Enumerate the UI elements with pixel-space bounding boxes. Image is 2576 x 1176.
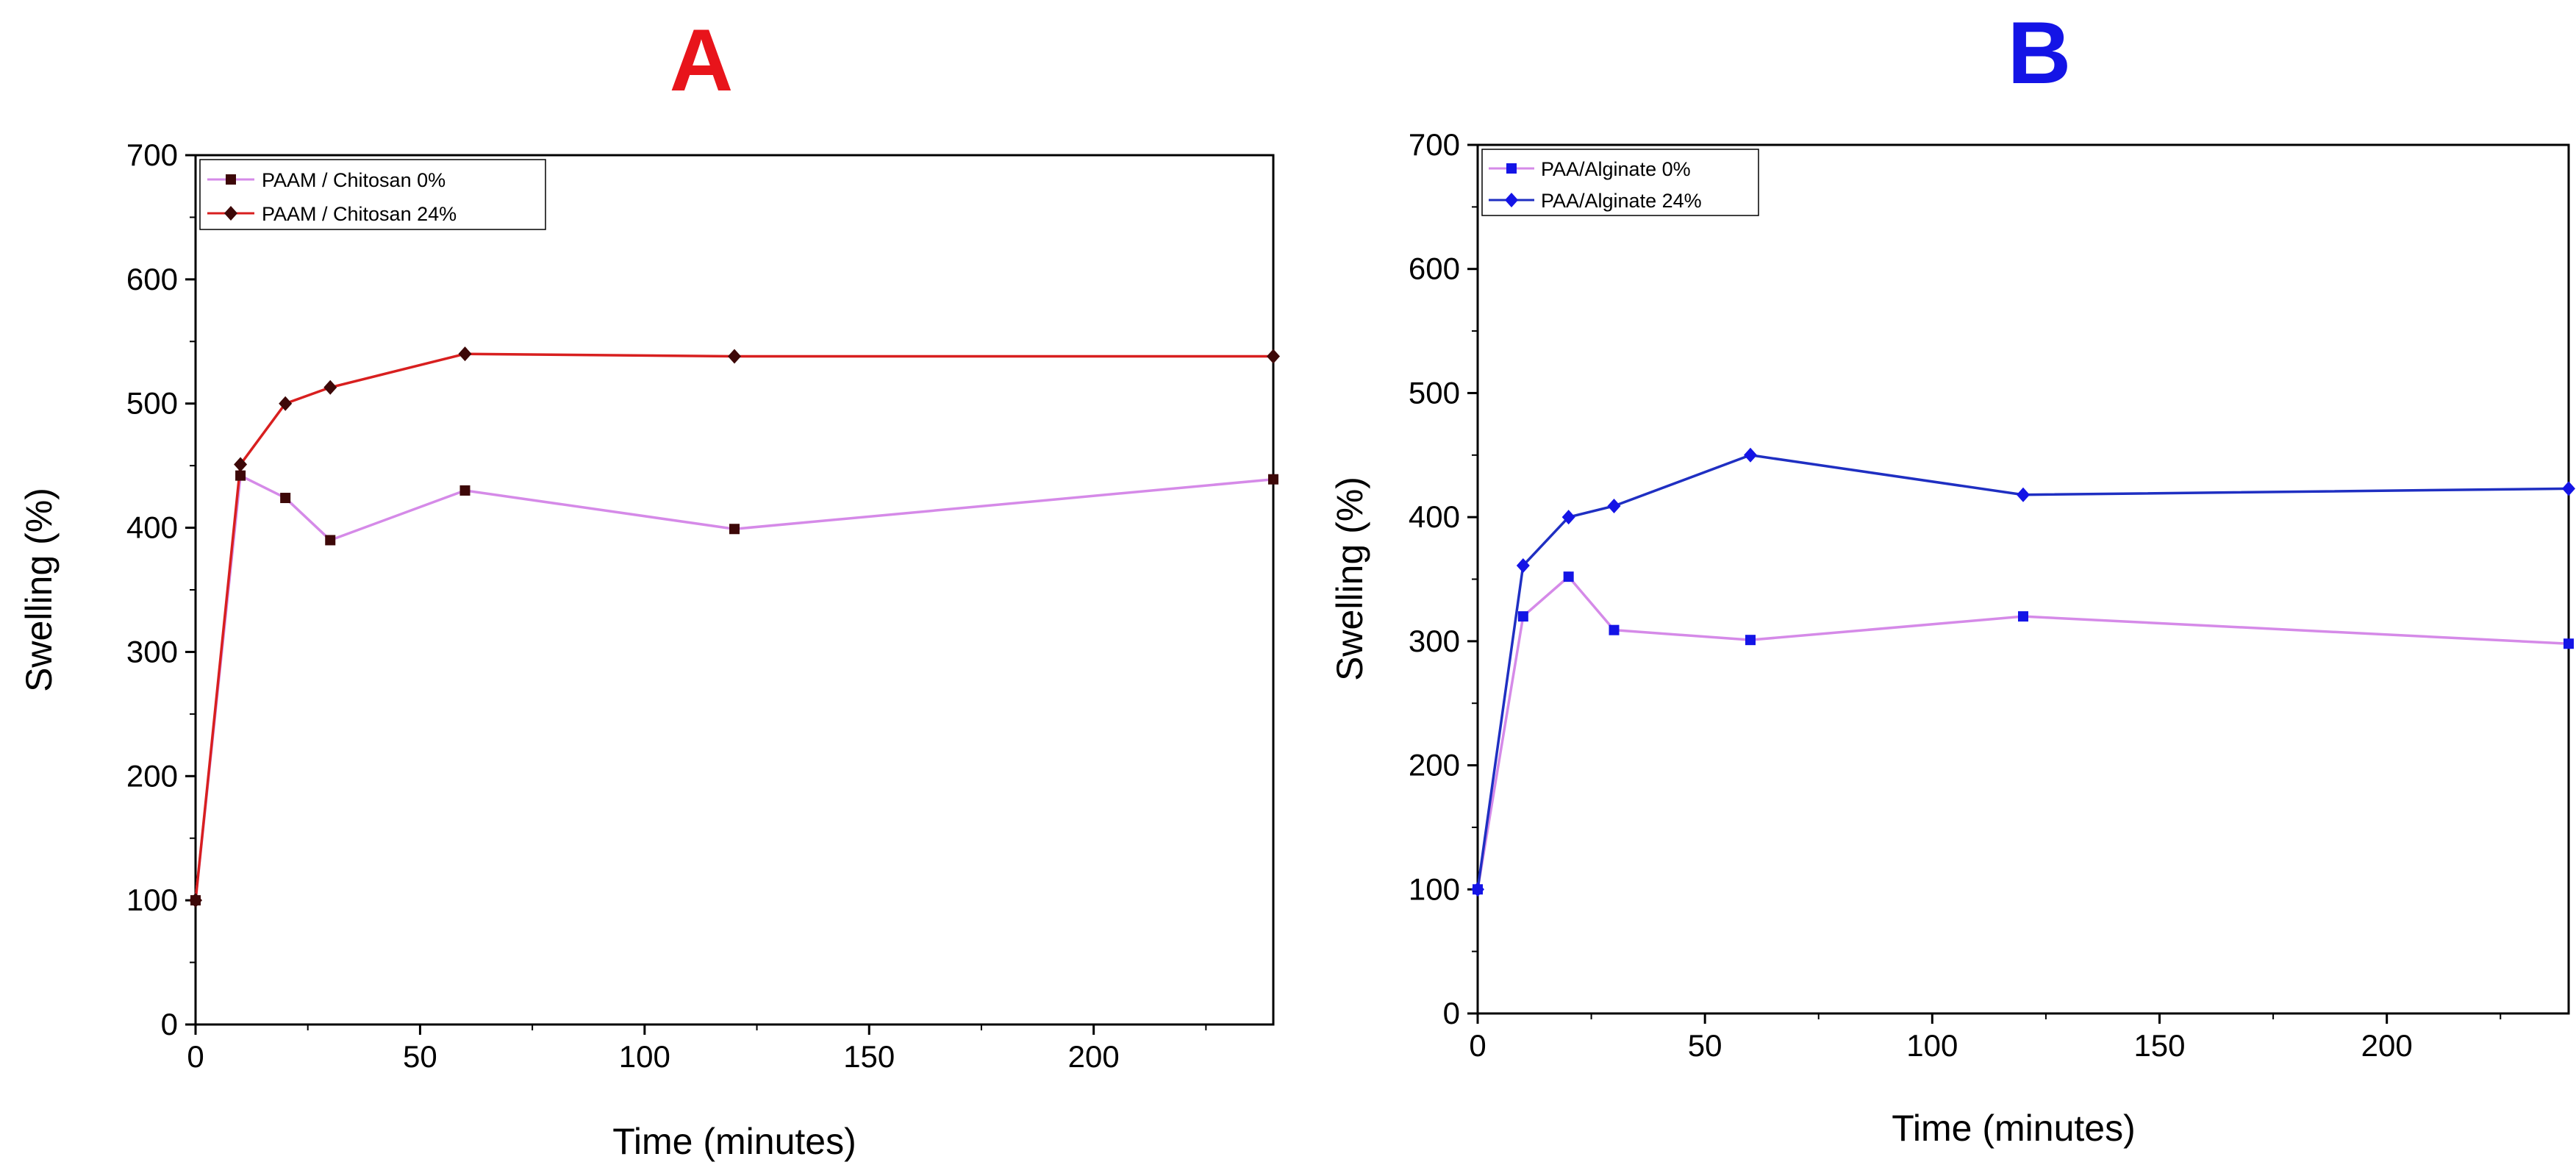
data-point (2017, 487, 2030, 502)
y-axis-title: Swelling (%) (18, 488, 60, 692)
data-point (1471, 882, 1484, 897)
panel-letter: A (670, 11, 734, 110)
x-tick-label: 100 (1906, 1028, 1958, 1063)
panel-letter: B (2008, 4, 2072, 102)
x-tick-label: 50 (1688, 1028, 1722, 1063)
x-tick-label: 200 (1068, 1039, 1120, 1074)
y-tick-label: 700 (126, 138, 178, 172)
x-tick-label: 200 (2361, 1028, 2413, 1063)
data-point (235, 470, 246, 481)
x-tick-label: 0 (187, 1039, 204, 1074)
y-tick-label: 100 (126, 883, 178, 917)
x-axis-title: Time (minutes) (612, 1121, 856, 1162)
data-point (1563, 571, 1574, 582)
data-point (728, 349, 741, 364)
y-tick-label: 400 (1409, 499, 1460, 534)
x-tick-label: 150 (843, 1039, 895, 1074)
legend-marker (224, 206, 237, 221)
legend-marker (1506, 163, 1517, 174)
data-point (1745, 635, 1756, 646)
data-point (2562, 481, 2575, 496)
legend-marker (1505, 193, 1518, 207)
data-point (279, 396, 293, 411)
y-tick-label: 500 (1409, 375, 1460, 410)
data-point (1517, 611, 1528, 622)
data-point (280, 493, 291, 504)
data-point (2564, 638, 2574, 649)
data-point (1609, 624, 1620, 635)
data-point (234, 457, 248, 472)
y-tick-label: 500 (126, 386, 178, 421)
data-point (1561, 510, 1575, 525)
legend-label: PAAM / Chitosan 24% (262, 203, 457, 225)
legend: PAA/Alginate 0% PAA/Alginate 24% (1481, 149, 1759, 216)
x-axis-title: Time (minutes) (1892, 1108, 2136, 1149)
x-tick-label: 150 (2133, 1028, 2185, 1063)
data-point (1744, 447, 1757, 463)
data-point (2018, 611, 2028, 622)
y-tick-label: 100 (1409, 872, 1460, 906)
y-tick-label: 400 (126, 510, 178, 545)
data-point (729, 524, 740, 535)
data-point (323, 379, 337, 395)
y-tick-label: 600 (126, 262, 178, 296)
x-tick-label: 50 (403, 1039, 437, 1074)
data-point (458, 346, 472, 362)
legend-marker (226, 174, 236, 185)
y-axis-title: Swelling (%) (1329, 477, 1370, 681)
legend-label: PAA/Alginate 24% (1541, 190, 1702, 212)
x-tick-label: 100 (619, 1039, 670, 1074)
y-tick-label: 200 (1409, 748, 1460, 783)
data-point (189, 893, 202, 908)
legend: PAAM / Chitosan 0% PAAM / Chitosan 24% (199, 159, 546, 230)
data-point (1267, 349, 1280, 364)
data-point (1516, 557, 1530, 573)
chart-panel-a: A 0 50 100 150 200 0 100 200 300 400 500 600 700 Tim… (18, 11, 1280, 1162)
y-tick-label: 300 (1409, 624, 1460, 658)
x-tick-label: 0 (1469, 1028, 1486, 1063)
legend-label: PAAM / Chitosan 0% (262, 169, 446, 191)
data-point (1607, 498, 1621, 513)
y-tick-label: 300 (126, 634, 178, 669)
legend-box (199, 159, 546, 230)
legend-label: PAA/Alginate 0% (1541, 158, 1691, 180)
y-tick-label: 600 (1409, 252, 1460, 286)
data-point (325, 535, 336, 546)
y-tick-label: 700 (1409, 127, 1460, 162)
legend-box (1481, 149, 1759, 216)
chart-panel-b: B 0 50 100 150 200 0 100 200 300 400 500 600 700 Tim… (1329, 4, 2575, 1149)
y-tick-label: 0 (161, 1007, 178, 1041)
y-tick-label: 0 (1443, 996, 1460, 1030)
data-point (1268, 474, 1278, 485)
data-point (459, 485, 471, 496)
y-tick-label: 200 (126, 758, 178, 793)
